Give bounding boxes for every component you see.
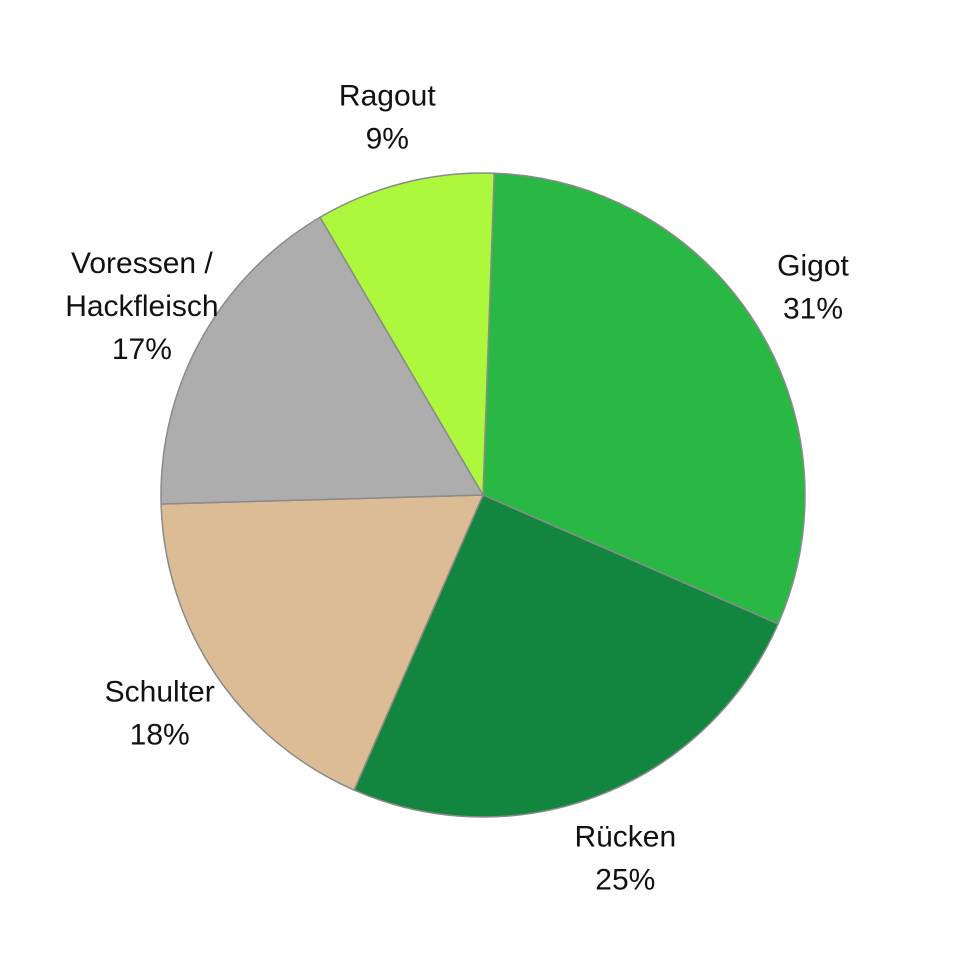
slice-percent-voressen-hackfleisch: 17% [112, 333, 172, 366]
slice-label-rucken: Rücken 25% [574, 821, 676, 897]
slice-label-schulter: Schulter 18% [105, 676, 215, 752]
pie-slice-rucken [353, 494, 780, 818]
slice-name-gigot: Gigot [777, 250, 849, 283]
pie-slice-gigot [482, 172, 806, 625]
slice-percent-ragout: 9% [366, 122, 409, 155]
slice-name-voressen-hackfleisch: Voressen / [71, 247, 213, 280]
pie-labels: Gigot 31% Rücken 25% Schulter 18% Voressen / Ha… [65, 79, 849, 896]
slice-label-ragout: Ragout 9% [339, 79, 436, 155]
pie-slices [160, 172, 806, 818]
slice-name-rucken: Rücken [574, 821, 676, 854]
pie-slice-schulter [160, 494, 485, 792]
slice-percent-schulter: 18% [130, 719, 190, 752]
slice-name-ragout: Ragout [339, 79, 436, 112]
slice-label-gigot: Gigot 31% [777, 250, 849, 326]
slice-percent-rucken: 25% [595, 864, 655, 897]
pie-slice-ragout [319, 172, 496, 498]
slice-percent-gigot: 31% [783, 293, 843, 326]
slice-name-schulter: Schulter [105, 676, 215, 709]
slice-label-voressen-hackfleisch: Voressen / Hackfleisch 17% [65, 247, 218, 366]
pie-slice-voressen-hackfleisch [160, 216, 485, 505]
slice-name-voressen-hackfleisch: Hackfleisch [65, 290, 218, 323]
